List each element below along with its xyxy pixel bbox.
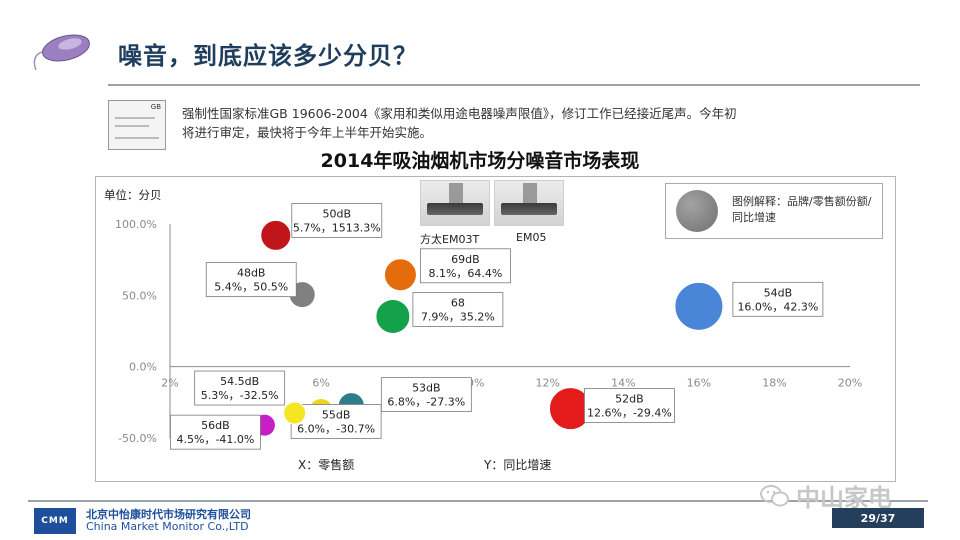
notice-line-2: 将进行审定，最快将于今年上半年开始实施。	[182, 125, 433, 140]
data-label-value: 8.1%，64.4%	[428, 267, 502, 280]
value-callout	[290, 404, 382, 439]
footer-divider	[28, 500, 928, 502]
watermark-text: 中山家电	[796, 484, 892, 512]
x-tick-label: 12%	[536, 377, 560, 390]
company-name-en: China Market Monitor Co.,LTD	[86, 520, 249, 533]
data-label-name: 52dB	[615, 393, 644, 406]
range-hood-image	[494, 180, 564, 226]
data-label-name: 69dB	[451, 253, 480, 266]
data-label-name: 56dB	[201, 419, 230, 432]
data-label-name: 48dB	[237, 267, 266, 280]
value-callout	[584, 388, 675, 424]
chart-title: 2014年吸油烟机市场分噪音市场表现	[320, 150, 640, 172]
data-label-name: 53dB	[412, 382, 441, 395]
wechat-icon	[760, 484, 789, 506]
data-label-value: 6.0%，-30.7%	[297, 422, 375, 435]
computer-mouse-icon	[33, 34, 90, 71]
y-tick-label: -50.0%	[118, 432, 157, 445]
data-bubble	[375, 298, 411, 334]
company-name-cn: 北京中怡康时代市场研究有限公司	[86, 508, 251, 521]
y-tick-label: 0.0%	[129, 361, 157, 374]
value-callout	[420, 248, 511, 284]
y-tick-label: 50.0%	[122, 289, 157, 302]
data-label-name: 54dB	[764, 286, 793, 299]
company-logo: CMM	[34, 508, 76, 534]
x-tick-label: 16%	[687, 377, 711, 390]
data-label-value: 16.0%，42.3%	[737, 300, 818, 313]
data-label-value: 5.3%，-32.5%	[201, 389, 279, 402]
x-tick-label: 20%	[838, 377, 862, 390]
value-callout	[291, 203, 383, 238]
wechat-watermark: 中山家电	[760, 478, 892, 513]
value-callout	[380, 377, 472, 413]
product-label: EM05	[516, 231, 547, 244]
x-tick-label: 14%	[611, 377, 635, 390]
document-badge: GB	[150, 103, 161, 111]
unit-label: 单位：分贝	[104, 188, 162, 202]
legend-bubble	[676, 190, 718, 232]
data-label-name: 68	[451, 296, 465, 309]
legend-text: 图例解释：品牌/零售额份额/同比增速	[732, 195, 872, 224]
y-tick-label: 100.0%	[115, 218, 157, 231]
data-label-value: 4.5%，-41.0%	[177, 433, 255, 446]
title-divider	[108, 84, 920, 86]
x-axis-name: X：零售额	[298, 458, 355, 472]
y-axis-name: Y：同比增速	[484, 458, 552, 472]
data-label-value: 7.9%，35.2%	[421, 310, 495, 323]
data-bubble	[283, 401, 307, 425]
page-number: 29/37	[832, 508, 924, 528]
data-label-name: 50dB	[323, 207, 352, 220]
data-label-value: 5.7%，1513.3%	[293, 221, 381, 234]
x-tick-label: 2%	[161, 377, 178, 390]
legend: 图例解释：品牌/零售额份额/同比增速	[665, 183, 883, 239]
data-label-value: 6.8%，-27.3%	[387, 396, 465, 409]
data-label-name: 54.5dB	[220, 375, 259, 388]
x-tick-label: 6%	[312, 377, 329, 390]
range-hood-image	[420, 180, 490, 226]
value-callout	[194, 370, 286, 406]
value-callout	[732, 281, 824, 317]
data-label-name: 55dB	[322, 408, 351, 421]
data-bubble	[383, 258, 417, 292]
data-label-value: 12.6%，-29.4%	[587, 407, 672, 420]
value-callout	[412, 292, 504, 327]
standard-document-thumbnail: GB	[108, 100, 166, 150]
value-callout	[170, 414, 261, 450]
value-callout	[205, 262, 297, 298]
data-label-value: 5.4%，50.5%	[214, 281, 288, 294]
standard-notice: 强制性国家标准GB 19606-2004《家用和类似用途电器噪声限值》，修订工作…	[182, 104, 862, 142]
product-label: 方太EM03T	[420, 233, 480, 246]
data-bubble	[674, 281, 724, 331]
page-title: 噪音，到底应该多少分贝？	[118, 42, 418, 70]
x-tick-label: 18%	[762, 377, 786, 390]
notice-line-1: 强制性国家标准GB 19606-2004《家用和类似用途电器噪声限值》，修订工作…	[182, 106, 737, 121]
data-bubble	[260, 219, 292, 251]
